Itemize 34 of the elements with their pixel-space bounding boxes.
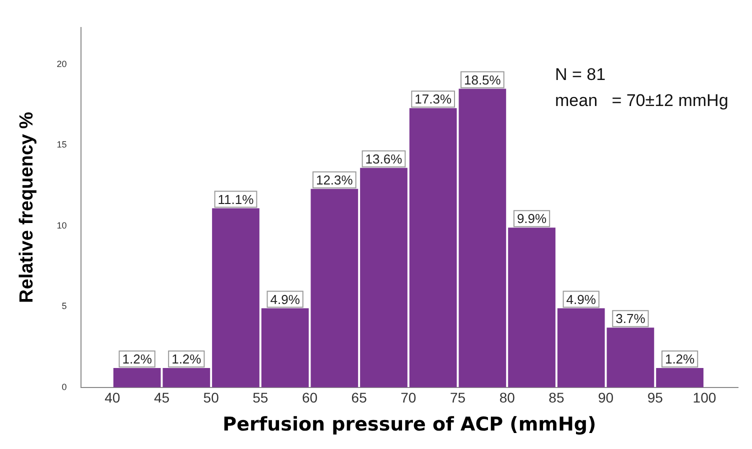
data-label: 4.9%: [566, 292, 596, 307]
x-tick-label: 75: [450, 390, 466, 406]
annotation: mean = 70±12 mmHg: [555, 90, 728, 112]
y-tick-label: 15: [56, 140, 67, 150]
x-tick-label: 90: [598, 390, 614, 406]
data-label: 12.3%: [316, 172, 354, 188]
annotation: N = 81: [555, 64, 607, 86]
data-label: 1.2%: [172, 352, 202, 367]
data-label: 3.7%: [616, 311, 646, 326]
x-tick-label: 65: [351, 390, 368, 406]
data-label: 11.1%: [218, 192, 254, 207]
y-tick-label: 10: [56, 220, 67, 230]
x-tick-label: 45: [154, 390, 170, 406]
data-label: 4.9%: [270, 292, 300, 307]
data-label: 18.5%: [464, 72, 502, 88]
y-axis-title: Relative frequency %: [16, 112, 38, 303]
x-axis-title: Perfusion pressure of ACP (mmHg): [222, 414, 596, 436]
x-tick-label: 80: [499, 390, 516, 406]
x-tick-label: 100: [692, 390, 716, 406]
x-tick-label: 55: [252, 390, 268, 406]
data-label: 13.6%: [365, 151, 403, 166]
x-tick-label: 40: [104, 390, 120, 406]
y-tick-label: 20: [56, 59, 67, 70]
x-tick-label: 95: [647, 390, 664, 406]
x-tick-label: 60: [302, 390, 318, 406]
x-tick-label: 50: [203, 390, 220, 406]
x-tick-label: 70: [400, 390, 416, 406]
data-label: 1.2%: [122, 352, 152, 367]
y-tick-label: 5: [62, 301, 67, 312]
x-tick-label: 85: [548, 390, 564, 406]
y-tick-label: 0: [62, 382, 67, 392]
data-label: 1.2%: [664, 352, 696, 367]
data-label: 17.3%: [414, 92, 452, 107]
data-label: 9.9%: [516, 211, 548, 226]
